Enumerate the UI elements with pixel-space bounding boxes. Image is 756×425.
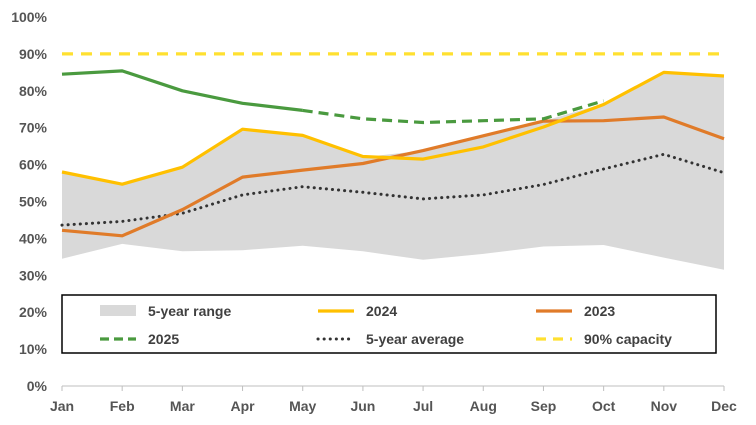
legend-label-90-capacity: 90% capacity xyxy=(584,331,672,347)
x-tick-label: Sep xyxy=(531,398,557,414)
x-tick-label: Jan xyxy=(50,398,74,414)
x-tick-label: Jul xyxy=(413,398,433,414)
y-tick-label: 80% xyxy=(19,83,48,99)
y-tick-label: 60% xyxy=(19,157,48,173)
series-line-2025-actual xyxy=(61,69,303,112)
x-tick-label: Jun xyxy=(350,398,375,414)
legend-label-5-year-average: 5-year average xyxy=(366,331,464,347)
x-tick-label: Oct xyxy=(592,398,616,414)
series-line-2025-projected xyxy=(302,99,605,125)
x-tick-label: Nov xyxy=(651,398,678,414)
legend-box xyxy=(61,294,717,354)
legend: 5-year range 2024 2023 2025 5-year average 90… xyxy=(61,294,717,354)
legend-swatch-5-year-range xyxy=(100,305,136,316)
x-tick-label: Feb xyxy=(110,398,135,414)
y-tick-label: 30% xyxy=(19,267,48,283)
range-band-layer xyxy=(62,72,724,270)
x-tick-label: May xyxy=(289,398,316,414)
x-axis: Jan Feb Mar Apr May Jun Jul Aug Sep Oct Nov Dec xyxy=(50,385,737,414)
y-tick-label: 50% xyxy=(19,194,48,210)
y-tick-label: 20% xyxy=(19,304,48,320)
x-tick-label: Aug xyxy=(470,398,497,414)
y-tick-label: 0% xyxy=(27,378,48,394)
series-line-2024 xyxy=(61,70,725,186)
y-tick-label: 40% xyxy=(19,230,48,246)
five-year-range-band xyxy=(62,72,724,270)
legend-label-2024: 2024 xyxy=(366,303,397,319)
y-tick-label: 10% xyxy=(19,341,48,357)
y-axis-labels: 0% 10% 20% 30% 40% 50% 60% 70% 80% 90% 100% xyxy=(11,9,47,394)
x-tick-label: Mar xyxy=(170,398,195,414)
legend-label-2023: 2023 xyxy=(584,303,615,319)
series-lines-layer xyxy=(60,52,726,238)
y-tick-label: 70% xyxy=(19,120,48,136)
y-tick-label: 100% xyxy=(11,9,47,25)
x-tick-label: Dec xyxy=(711,398,737,414)
legend-label-5-year-range: 5-year range xyxy=(148,303,231,319)
y-tick-label: 90% xyxy=(19,46,48,62)
legend-label-2025: 2025 xyxy=(148,331,179,347)
x-tick-label: Apr xyxy=(230,398,255,414)
